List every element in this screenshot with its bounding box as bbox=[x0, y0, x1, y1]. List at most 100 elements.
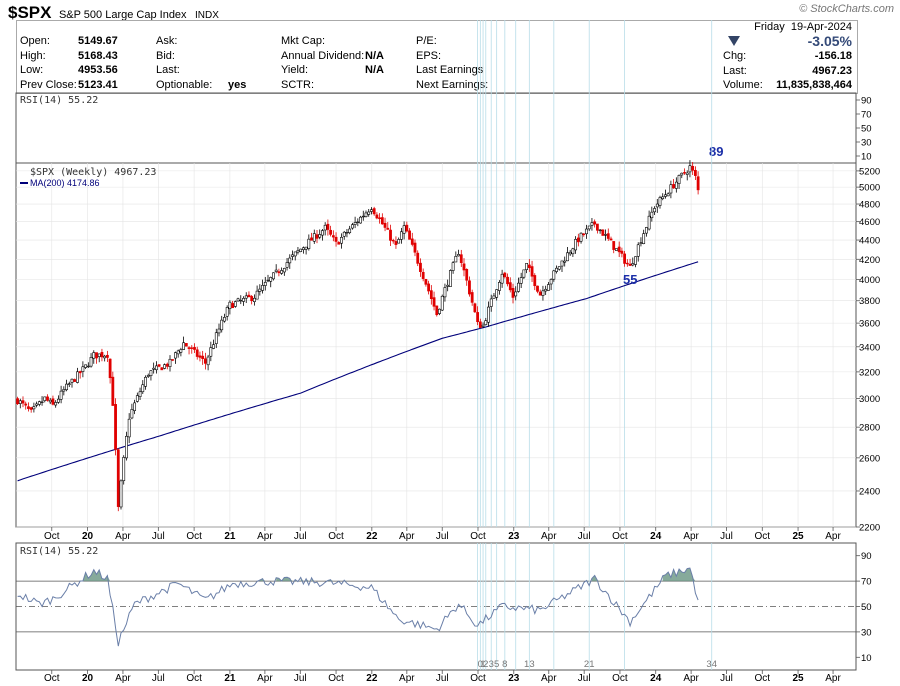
candle-body bbox=[538, 291, 542, 296]
candle-body bbox=[604, 234, 607, 236]
candle-body bbox=[568, 251, 572, 255]
candle-body bbox=[440, 295, 444, 311]
candle-body bbox=[582, 233, 586, 236]
header: $SPX S&P 500 Large Cap Index INDX © Stoc… bbox=[0, 0, 900, 94]
candle-body bbox=[247, 294, 251, 298]
candle-body bbox=[680, 172, 684, 176]
candle-body bbox=[95, 352, 98, 359]
candle-body bbox=[201, 355, 205, 359]
candle-body bbox=[37, 401, 41, 405]
price-y-ticks: 2200 2400 2600 2800 3000 3200 3400 3600 3800 4000… bbox=[856, 166, 880, 534]
candle-body bbox=[48, 399, 52, 403]
candle-body bbox=[476, 312, 480, 323]
candle-body bbox=[683, 172, 686, 174]
stat-row: Last: 4967.23 bbox=[723, 64, 852, 79]
candle-body bbox=[92, 352, 96, 359]
candle-body bbox=[323, 224, 327, 231]
candle-body bbox=[100, 352, 104, 358]
stat-label: Yield: bbox=[281, 64, 309, 76]
candle-body bbox=[299, 248, 303, 252]
candle-body bbox=[27, 406, 30, 409]
stat-row: Ask: bbox=[156, 34, 212, 49]
candle-body bbox=[318, 234, 322, 238]
stats-col-4: P/E: EPS: Last Earnings Next Earnings: bbox=[416, 34, 488, 92]
candle-body bbox=[334, 236, 338, 242]
stat-row: Prev Close: 5123.41 bbox=[20, 78, 118, 93]
rsi-x-tick-label: Oct bbox=[186, 673, 202, 684]
price-x-tick-label: Jul bbox=[294, 531, 307, 542]
candle-body bbox=[443, 287, 447, 298]
cycle-label: 0 bbox=[478, 659, 483, 670]
stat-row: P/E: bbox=[416, 34, 488, 49]
stat-value: 4953.56 bbox=[78, 64, 118, 76]
price-panel: 2200 2400 2600 2800 3000 3200 3400 3600 3800 4000… bbox=[15, 20, 880, 542]
candle-body bbox=[212, 344, 215, 349]
candle-body bbox=[416, 252, 420, 264]
stat-value: -156.18 bbox=[814, 50, 852, 62]
stat-row: Annual Dividend: N/A bbox=[281, 49, 384, 64]
candle-body bbox=[29, 407, 33, 410]
price-y-tick-label: 3000 bbox=[859, 394, 880, 405]
candle-body bbox=[391, 239, 395, 242]
candle-body bbox=[552, 270, 556, 280]
rsi-top-annotation: 89 bbox=[709, 144, 723, 159]
stat-row: Last Earnings bbox=[416, 63, 488, 78]
rsi-y-tick-label: 10 bbox=[861, 152, 872, 163]
candle-body bbox=[595, 223, 599, 231]
candle-body bbox=[56, 398, 60, 403]
candle-body bbox=[653, 208, 656, 213]
stat-row: Yield: N/A bbox=[281, 63, 384, 78]
candle-body bbox=[655, 203, 659, 208]
candle-body bbox=[429, 290, 433, 300]
candle-body bbox=[252, 297, 256, 302]
candle-body bbox=[233, 301, 237, 307]
stat-value: yes bbox=[228, 78, 247, 91]
candle-body bbox=[383, 222, 387, 228]
stat-label: Volume: bbox=[723, 79, 763, 91]
candle-body bbox=[84, 364, 88, 368]
candle-body bbox=[503, 272, 507, 278]
rsi-x-tick-label: Apr bbox=[115, 673, 131, 684]
rsi-cycle-lines bbox=[477, 543, 713, 670]
stat-label: Last Earnings bbox=[416, 64, 484, 76]
candle-body bbox=[497, 282, 501, 291]
candle-body bbox=[157, 364, 161, 367]
candle-body bbox=[454, 256, 458, 263]
candle-body bbox=[481, 324, 485, 327]
price-x-tick-label: Oct bbox=[186, 531, 202, 542]
candle-body bbox=[160, 367, 164, 371]
stat-label: Optionable: bbox=[156, 78, 213, 91]
candle-body bbox=[340, 237, 343, 244]
price-grid bbox=[16, 163, 856, 528]
candle-body bbox=[364, 212, 368, 217]
candle-body bbox=[269, 277, 273, 282]
candle-body bbox=[389, 229, 392, 241]
candle-body bbox=[634, 256, 637, 265]
stat-label: Open: bbox=[20, 35, 50, 47]
rsi-panel: 10 30 50 70 90 Oct 20 Apr Jul Oct 21 Apr Jul Oct 22 Ap… bbox=[15, 542, 872, 684]
candle-body bbox=[647, 215, 651, 230]
candle-body bbox=[163, 364, 166, 369]
candle-body bbox=[81, 366, 85, 372]
candle-body bbox=[67, 383, 71, 385]
candle-body bbox=[468, 280, 471, 295]
stat-label: Next Earnings: bbox=[416, 78, 489, 91]
cycle-label: 13 bbox=[524, 659, 535, 670]
candle-body bbox=[527, 264, 531, 269]
price-x-tick-label: Jul bbox=[436, 531, 449, 542]
candle-body bbox=[506, 276, 509, 285]
rsi-y-tick-label: 90 bbox=[861, 551, 872, 562]
candle-body bbox=[272, 272, 275, 280]
candle-body bbox=[495, 289, 499, 298]
candle-body bbox=[73, 379, 77, 382]
candle-body bbox=[195, 349, 199, 357]
stat-label: High: bbox=[20, 49, 46, 62]
candle-body bbox=[375, 214, 379, 219]
candle-body bbox=[141, 384, 145, 393]
candle-body bbox=[378, 217, 382, 220]
stat-row: EPS: bbox=[416, 49, 488, 64]
stat-label: Low: bbox=[20, 64, 44, 76]
candle-body bbox=[367, 211, 371, 215]
candle-body bbox=[593, 221, 597, 225]
